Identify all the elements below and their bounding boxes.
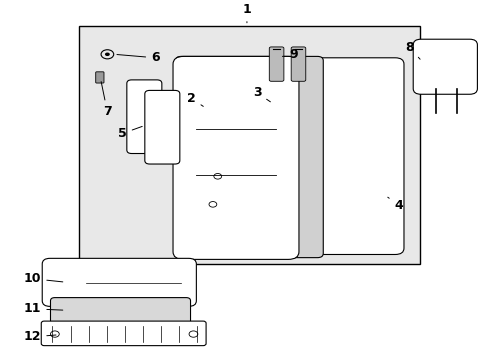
FancyBboxPatch shape <box>79 26 419 264</box>
Text: 7: 7 <box>101 82 112 118</box>
FancyBboxPatch shape <box>272 58 403 255</box>
Text: 6: 6 <box>117 51 160 64</box>
FancyBboxPatch shape <box>289 90 311 121</box>
FancyBboxPatch shape <box>96 72 104 83</box>
FancyBboxPatch shape <box>144 90 180 164</box>
FancyBboxPatch shape <box>289 153 311 184</box>
Text: 10: 10 <box>24 272 62 285</box>
Text: 11: 11 <box>24 302 62 315</box>
FancyBboxPatch shape <box>175 57 323 258</box>
FancyBboxPatch shape <box>289 122 311 152</box>
FancyBboxPatch shape <box>290 47 305 81</box>
FancyBboxPatch shape <box>173 57 298 260</box>
FancyBboxPatch shape <box>412 39 476 94</box>
Circle shape <box>105 53 110 56</box>
FancyBboxPatch shape <box>41 321 205 346</box>
Text: 4: 4 <box>387 197 402 212</box>
FancyBboxPatch shape <box>289 185 311 215</box>
FancyBboxPatch shape <box>126 80 162 153</box>
FancyBboxPatch shape <box>269 47 284 81</box>
Text: 5: 5 <box>118 126 142 140</box>
FancyBboxPatch shape <box>50 298 190 324</box>
Text: 9: 9 <box>282 48 297 61</box>
FancyBboxPatch shape <box>42 258 196 306</box>
Text: 3: 3 <box>252 86 270 102</box>
Text: 1: 1 <box>242 3 251 23</box>
Text: 12: 12 <box>24 330 56 343</box>
Text: 8: 8 <box>404 41 419 59</box>
Text: 2: 2 <box>187 92 203 107</box>
